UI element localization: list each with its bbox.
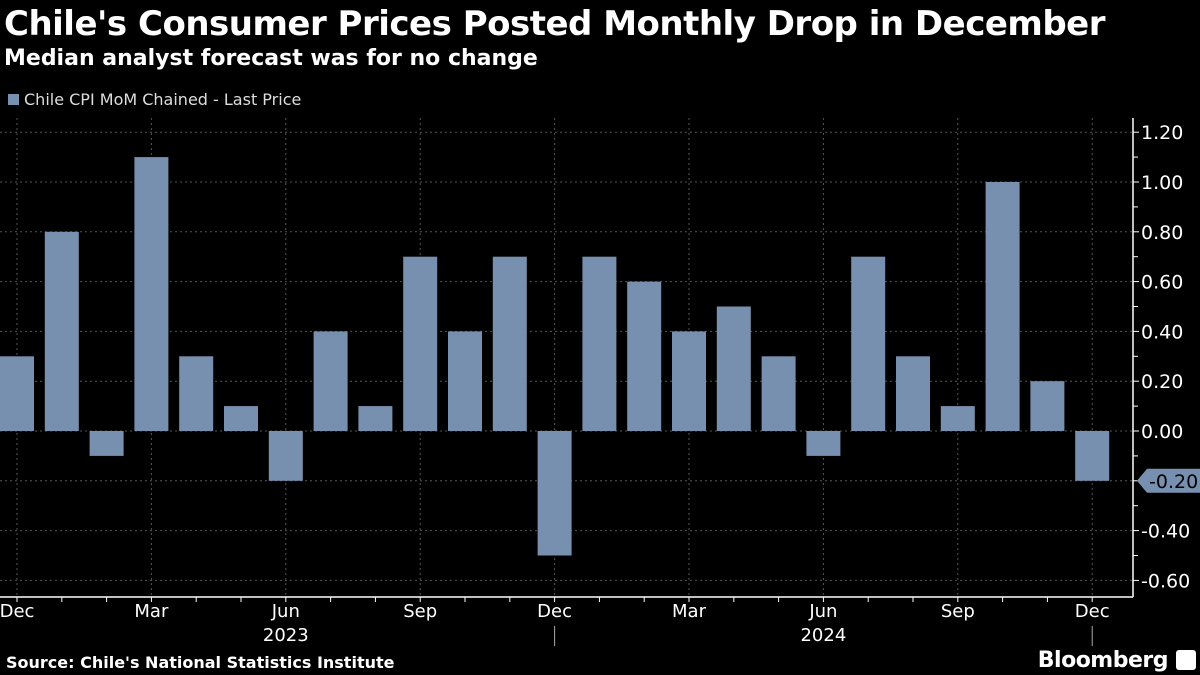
y-tick-label: 1.00 [1141, 172, 1183, 194]
bloomberg-logo: Bloomberg [1037, 648, 1169, 673]
bar-aug-2023 [358, 406, 393, 431]
legend-swatch [8, 94, 19, 105]
bloomberg-chart-icon [1176, 650, 1196, 670]
y-tick-label: -0.40 [1141, 521, 1190, 543]
y-tick-label: 0.20 [1141, 371, 1183, 393]
bar-jul-2024 [851, 256, 886, 431]
bar-jul-2023 [313, 331, 348, 431]
bar-mar-2024 [672, 331, 706, 431]
legend-label: Chile CPI MoM Chained - Last Price [24, 90, 302, 109]
x-tick-label: Jun [271, 601, 300, 622]
y-tick-label: 0.00 [1141, 421, 1183, 443]
bar-nov-2023 [492, 256, 527, 431]
bar-feb-2024 [627, 281, 662, 431]
x-tick-label: Mar [134, 601, 169, 622]
last-value-label: -0.20 [1149, 471, 1198, 493]
bar-oct-2023 [448, 331, 482, 431]
bar-feb-2023 [89, 431, 124, 456]
bar-apr-2023 [179, 356, 214, 431]
bar-may-2024 [761, 356, 796, 431]
year-label: 2023 [263, 625, 309, 646]
x-tick-label: Dec [1075, 601, 1110, 622]
bar-sep-2023 [403, 256, 438, 431]
x-tick-label: Sep [941, 601, 975, 622]
x-tick-label: Dec [537, 601, 572, 622]
legend: Chile CPI MoM Chained - Last Price [8, 90, 301, 109]
bar-jan-2024 [582, 256, 617, 431]
bar-may-2023 [224, 406, 258, 431]
x-tick-label: Sep [403, 601, 437, 622]
bar-jun-2023 [268, 431, 303, 481]
x-tick-label: Mar [672, 601, 707, 622]
bar-mar-2023 [134, 157, 169, 431]
y-tick-label: -0.60 [1141, 570, 1190, 592]
bar-sep-2024 [940, 406, 975, 431]
bar-oct-2024 [985, 182, 1020, 431]
last-value-tag [1137, 468, 1200, 493]
bar-jun-2024 [806, 431, 841, 456]
x-tick-label: Jun [808, 601, 837, 622]
y-tick-label: 0.60 [1141, 272, 1183, 294]
bar-dec-2023 [537, 431, 572, 556]
bar-apr-2024 [716, 306, 751, 431]
bar-dec-2024 [1075, 431, 1110, 481]
year-label: 2024 [800, 625, 846, 646]
bar-aug-2024 [896, 356, 930, 431]
source-note: Source: Chile's National Statistics Inst… [6, 653, 395, 672]
chart-subtitle: Median analyst forecast was for no chang… [4, 46, 538, 71]
y-tick-label: 0.40 [1141, 321, 1183, 343]
x-tick-label: Dec [0, 601, 34, 622]
bar-nov-2024 [1030, 381, 1065, 431]
bar-dec-2022 [0, 356, 34, 431]
y-tick-label: 1.20 [1141, 122, 1183, 144]
y-tick-label: 0.80 [1141, 222, 1183, 244]
bar-jan-2023 [44, 231, 79, 431]
chart-title: Chile's Consumer Prices Posted Monthly D… [4, 4, 1106, 44]
